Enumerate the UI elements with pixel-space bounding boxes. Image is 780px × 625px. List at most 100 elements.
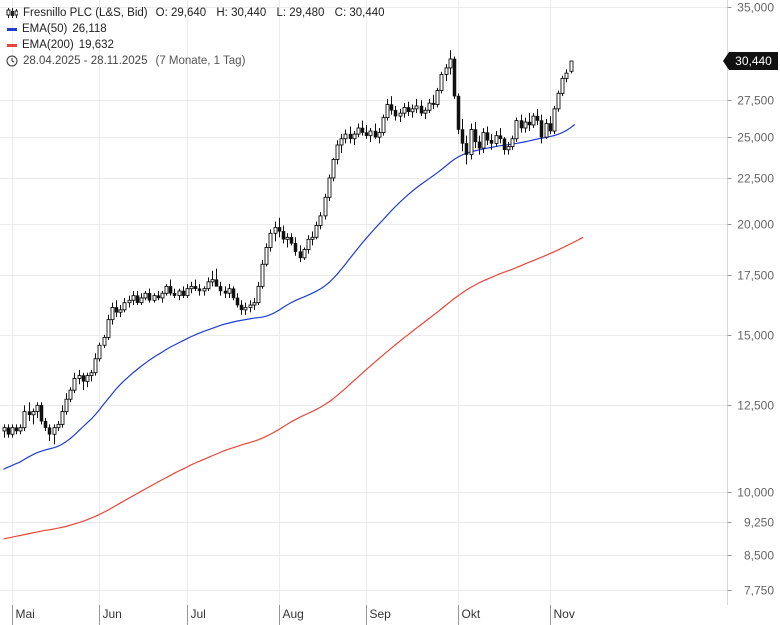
candle (456, 93, 461, 135)
candle-body-down (277, 227, 282, 232)
candle-body-down (223, 290, 228, 294)
candle (197, 284, 202, 296)
candle-body-down (193, 286, 198, 289)
candle (43, 417, 48, 431)
candle-body-up (35, 404, 40, 413)
legend-ema200-row[interactable]: EMA(200) 19,632 (6, 37, 392, 53)
candle-body-down (431, 102, 436, 105)
candle (318, 212, 323, 230)
x-axis-ticks: Mai Jun Jul Aug Sep Okt Nov (12, 605, 575, 625)
candlestick-icon (6, 8, 18, 18)
candle-body-down (456, 95, 461, 130)
candle (60, 405, 65, 428)
candle-body-down (298, 251, 303, 259)
candle-body-down (373, 130, 378, 138)
candle (464, 135, 469, 165)
candle (331, 157, 336, 182)
candle-body-down (393, 110, 398, 117)
candle (127, 295, 132, 308)
candle (389, 96, 394, 115)
candle (81, 372, 86, 391)
ema200-label: EMA(200) (22, 39, 74, 51)
candle-body-down (473, 129, 478, 143)
candle-body-down (135, 295, 140, 303)
candle-body-down (235, 297, 240, 306)
candle (39, 402, 44, 425)
candle-body-up (227, 288, 232, 294)
candle-body-up (127, 299, 132, 304)
legend-ema50-row[interactable]: EMA(50) 26,118 (6, 21, 392, 37)
candle-body-up (414, 105, 419, 110)
ema50-swatch (7, 27, 17, 31)
candle-body-up (556, 92, 561, 110)
x-tick-label: Sep (370, 607, 392, 621)
candle (14, 424, 19, 435)
candle (373, 123, 378, 139)
y-tick-label: 15,000 (737, 329, 774, 343)
candle-body-down (168, 286, 173, 294)
candle (444, 64, 449, 82)
candle (248, 300, 253, 313)
candle-body-up (118, 309, 123, 313)
candle (448, 50, 453, 75)
candle-body-up (164, 285, 169, 294)
candle (97, 342, 102, 362)
y-tick-label: 22,500 (737, 172, 774, 186)
open-value: O: 29,640 (155, 7, 207, 19)
candle-body-down (289, 237, 294, 244)
candle-body-up (402, 106, 407, 114)
chart-legend: Fresnillo PLC (L&S, Bid) O: 29,640 H: 30… (6, 5, 392, 69)
candle-body-up (494, 135, 499, 144)
last-price-badge: 30,440 (723, 52, 778, 71)
ema200-value: 19,632 (78, 39, 114, 51)
x-tick-label: Okt (462, 607, 481, 621)
candle-body-down (498, 135, 503, 139)
candle-body-up (252, 302, 257, 306)
candle (277, 217, 282, 238)
high-value: H: 30,440 (216, 7, 267, 19)
candle (485, 126, 490, 145)
candle-body-up (110, 306, 115, 321)
candle-body-up (352, 133, 357, 140)
candle (414, 98, 419, 114)
candle (2, 424, 7, 438)
last-price-badge-shape (723, 52, 778, 71)
candle-body-up (506, 146, 511, 151)
candles-group (2, 50, 574, 445)
candle-body-up (60, 411, 65, 425)
candle (239, 300, 244, 315)
candle-body-up (310, 236, 315, 240)
y-tick-label: 35,000 (737, 1, 774, 15)
candle (452, 56, 457, 99)
candle (6, 424, 11, 438)
candle (502, 137, 507, 155)
candle (377, 128, 382, 144)
candle (260, 260, 265, 289)
candle (273, 221, 278, 242)
candle-body-up (106, 319, 111, 338)
candle (498, 128, 503, 144)
candle (489, 134, 494, 150)
candle-body-up (85, 375, 90, 382)
candle-body-down (489, 140, 494, 144)
candle-body-up (302, 249, 307, 259)
candle (352, 131, 357, 145)
candle-body-down (293, 243, 298, 252)
candle-body-down (464, 143, 469, 155)
candle-body-up (52, 427, 57, 435)
candle (206, 277, 211, 291)
candle-body-down (239, 304, 244, 311)
candle (306, 235, 311, 254)
close-value: C: 30,440 (334, 7, 385, 19)
candle-body-up (356, 127, 361, 135)
candle-body-up (56, 423, 61, 429)
candle (102, 334, 107, 348)
candle-body-up (435, 90, 440, 105)
x-tick-label: Aug (283, 607, 304, 621)
candle (423, 107, 428, 120)
y-tick-label: 25,000 (737, 131, 774, 145)
candle (419, 100, 424, 117)
candle-body-up (177, 290, 182, 297)
candle (556, 90, 561, 112)
